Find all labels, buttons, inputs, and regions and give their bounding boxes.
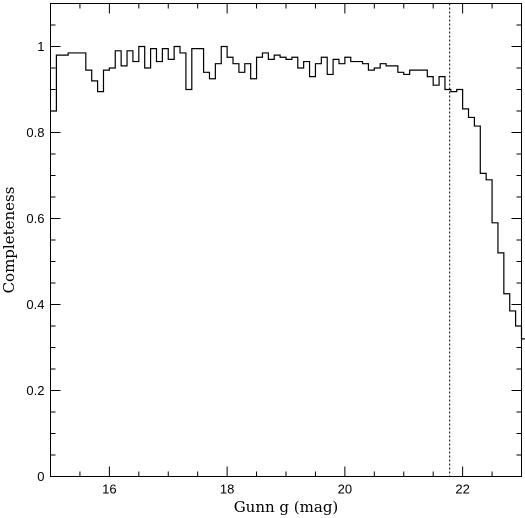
x-tick-label: 22 xyxy=(455,482,469,497)
y-tick-label: 0 xyxy=(37,469,44,484)
y-axis-label: Completeness xyxy=(0,187,18,294)
y-tick-label: 1 xyxy=(37,39,44,54)
y-tick-label: 0.4 xyxy=(26,297,44,312)
y-tick-label: 0.6 xyxy=(26,211,44,226)
y-tick-label: 0.2 xyxy=(26,383,44,398)
x-tick-label: 16 xyxy=(102,482,116,497)
x-axis-label: Gunn g (mag) xyxy=(234,498,339,516)
plot-frame xyxy=(50,3,522,477)
axis-ticks xyxy=(50,3,522,477)
completeness-step-series xyxy=(50,45,525,340)
x-tick-label: 20 xyxy=(338,482,352,497)
x-tick-label: 18 xyxy=(220,482,234,497)
tick-labels: 16 18 20 22 0 0.2 0.4 0.6 0.8 1 xyxy=(26,39,469,497)
y-tick-label: 0.8 xyxy=(26,125,44,140)
